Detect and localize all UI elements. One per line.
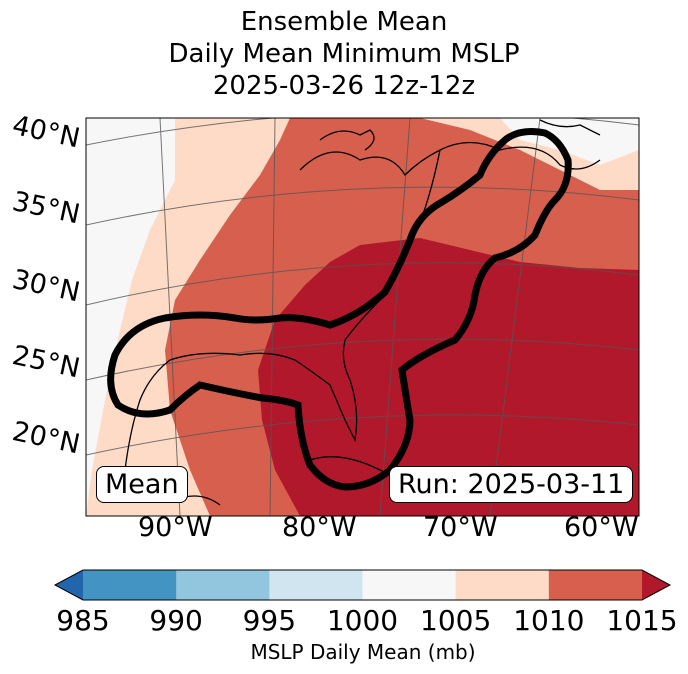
title-line-2: Daily Mean Minimum MSLP [168, 39, 520, 69]
mslp-field-1000-1005-west [86, 118, 175, 516]
run-date-box: Run: 2025-03-11 [389, 466, 634, 503]
mslp-field-above-1015 [258, 238, 639, 516]
colorbar-tick-label: 995 [242, 604, 297, 637]
colorbar-segment [362, 570, 457, 600]
colorbar-tick-label: 1005 [420, 604, 492, 637]
colorbar [53, 569, 672, 601]
colorbar-tick-label: 1010 [513, 604, 585, 637]
colorbar-extend-low [55, 570, 83, 600]
colorbar-segment [455, 570, 550, 600]
colorbar-extend-high [642, 570, 670, 600]
lon-label-90w: 90°W [138, 512, 213, 543]
colorbar-outline [53, 569, 672, 601]
colorbar-segment [548, 570, 643, 600]
title-line-3: 2025-03-26 12z-12z [212, 71, 476, 101]
colorbar-label: MSLP Daily Mean (mb) [250, 640, 476, 664]
mean-label-box: Mean [96, 466, 188, 503]
mean-contour [107, 128, 572, 491]
colorbar-tick-label: 1000 [326, 604, 399, 637]
title-line-1: Ensemble Mean [240, 7, 448, 37]
colorbar-segment [83, 570, 177, 600]
colorbar-tick-label: 990 [149, 604, 203, 637]
lon-label-70w: 70°W [423, 512, 498, 543]
colorbar-tick-label: 985 [56, 604, 110, 637]
colorbar-segment [269, 570, 363, 600]
colorbar-segment [176, 570, 270, 600]
map-panel [85, 117, 640, 517]
lon-label-80w: 80°W [282, 512, 357, 543]
lon-label-60w: 60°W [564, 512, 639, 543]
colorbar-tick-label: 1015 [606, 604, 678, 637]
